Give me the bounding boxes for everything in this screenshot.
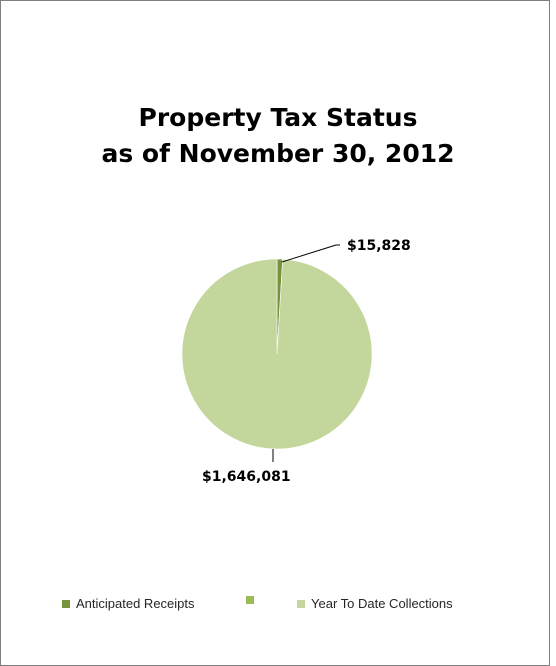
legend-label-anticipated: Anticipated Receipts [76,596,195,611]
legend-swatch-collections [297,599,305,608]
data-label-collections: $1,646,081 [202,469,291,485]
chart-title-line-2: as of November 30, 2012 [101,139,455,168]
legend-swatch-anticipated [62,599,70,608]
pie-slice-2 [181,258,373,450]
chart-title-line-1: Property Tax Status [138,103,418,132]
pie-slices [181,258,373,450]
legend-item-unnamed [246,596,260,604]
leader-line-anticipated [281,244,337,263]
legend-swatch-unnamed [246,596,254,604]
legend-item-anticipated: Anticipated Receipts [62,596,195,611]
legend-item-collections: Year To Date Collections [297,596,453,611]
data-label-anticipated: $15,828 [347,238,411,254]
chart-legend: Anticipated Receipts Year To Date Collec… [0,596,556,616]
legend-label-collections: Year To Date Collections [311,596,453,611]
window-edge [549,0,556,666]
chart-title: Property Tax Status as of November 30, 2… [0,100,556,172]
